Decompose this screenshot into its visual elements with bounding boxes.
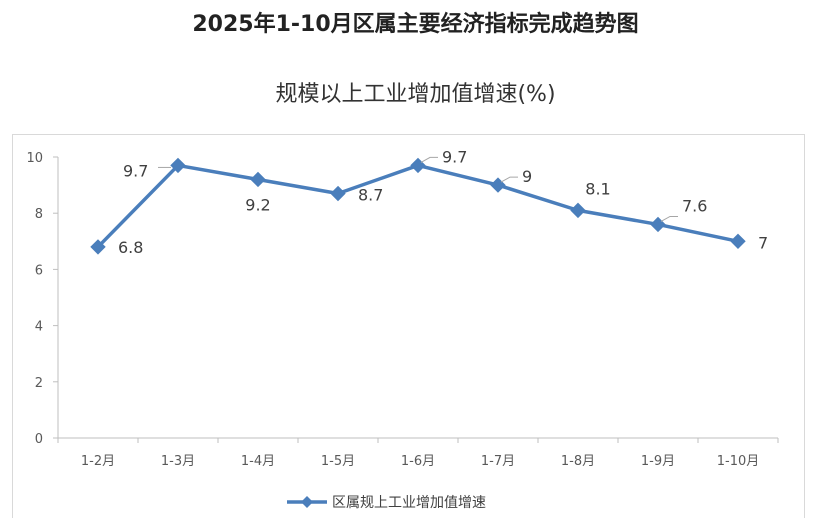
page-title: 2025年1-10月区属主要经济指标完成趋势图 (192, 12, 639, 37)
y-tick-label: 4 (35, 320, 43, 335)
data-point-marker (170, 157, 186, 174)
x-tick-label: 1-4月 (241, 454, 275, 469)
data-point-marker (90, 239, 106, 255)
label-leader-line (420, 156, 438, 163)
y-tick-label: 0 (35, 432, 43, 447)
x-tick-label: 1-8月 (561, 454, 595, 469)
data-label: 7 (758, 233, 768, 252)
x-tick-label: 1-6月 (401, 454, 435, 469)
y-tick-label: 6 (35, 263, 43, 278)
label-leader-line (500, 176, 518, 183)
x-tick-label: 1-2月 (81, 454, 115, 469)
y-tick-label: 10 (26, 151, 43, 166)
legend-label: 区属规上工业增加值增速 (332, 495, 486, 511)
data-point-marker (650, 216, 666, 233)
data-label: 8.7 (358, 186, 383, 205)
data-point-marker (330, 185, 346, 202)
data-label: 8.1 (585, 179, 610, 198)
data-point-marker (570, 202, 586, 219)
data-label: 9.7 (442, 147, 467, 166)
legend: 区属规上工业增加值增速 (287, 495, 486, 511)
x-tick-label: 1-9月 (641, 454, 675, 469)
data-point-marker (490, 177, 506, 193)
data-label: 9 (522, 167, 532, 186)
series-layer (90, 157, 746, 255)
tick-labels: 0 2 4 6 8 10 1-2月 1-3月 1-4月 1-5月 1-6月 1-7月 1-8月 1-9月 1… (26, 151, 759, 469)
data-label: 7.6 (682, 196, 707, 215)
x-tick-label: 1-10月 (717, 454, 760, 469)
axes (53, 156, 779, 443)
chart-title: 规模以上工业增加值增速(%) (275, 82, 556, 107)
data-label: 9.7 (123, 161, 148, 180)
data-label: 9.2 (245, 195, 270, 214)
series-line (96, 163, 739, 249)
label-leader-line (660, 215, 678, 222)
legend-marker (301, 496, 313, 508)
data-point-marker (250, 171, 266, 188)
y-tick-label: 8 (35, 207, 43, 222)
x-tick-label: 1-7月 (481, 454, 515, 469)
x-tick-label: 1-5月 (321, 454, 355, 469)
data-label: 6.8 (118, 238, 143, 257)
data-labels: 6.8 9.7 9.2 8.7 9.7 9 8.1 7.6 7 (118, 147, 768, 256)
data-point-marker (730, 233, 746, 250)
data-point-marker (410, 157, 426, 174)
x-tick-label: 1-3月 (161, 454, 195, 469)
y-tick-label: 2 (35, 376, 43, 391)
